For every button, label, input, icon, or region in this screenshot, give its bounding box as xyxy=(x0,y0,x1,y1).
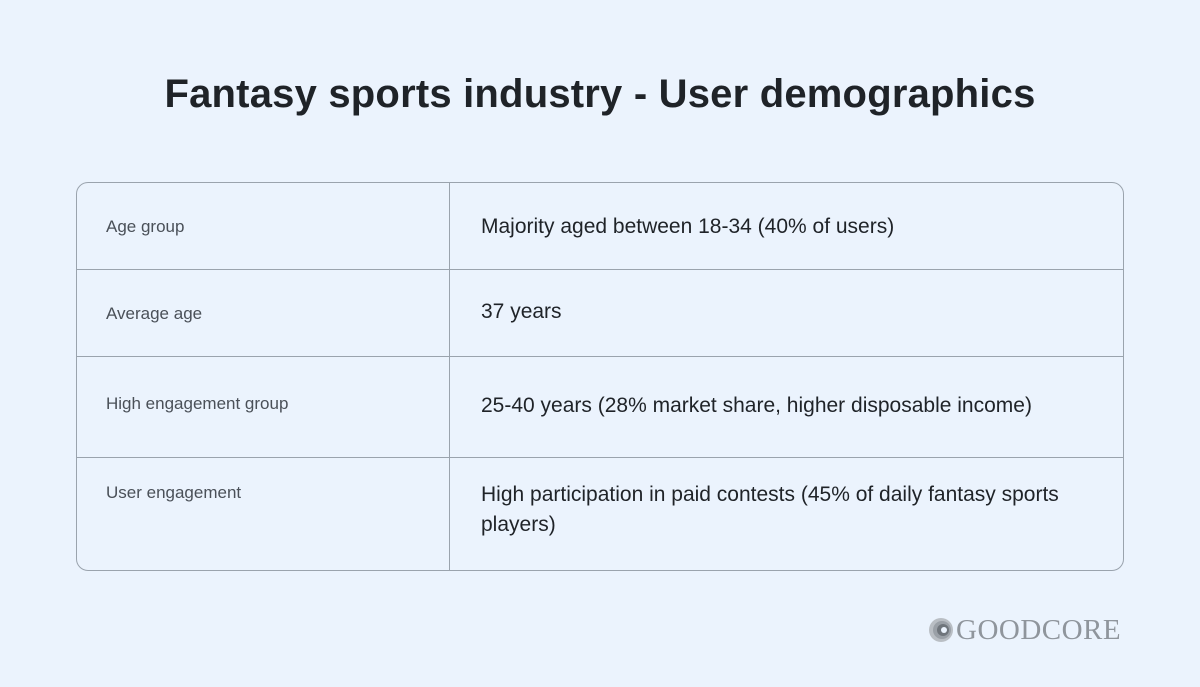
table-row: Age group Majority aged between 18-34 (4… xyxy=(77,183,1123,270)
column-divider xyxy=(449,183,450,570)
goodcore-logo-icon xyxy=(929,618,953,642)
page-title: Fantasy sports industry - User demograph… xyxy=(164,72,1036,116)
row-label: Age group xyxy=(106,217,185,236)
row-value: High participation in paid contests (45%… xyxy=(481,483,1059,536)
demographics-table: Age group Majority aged between 18-34 (4… xyxy=(76,182,1124,571)
row-label: User engagement xyxy=(106,483,242,502)
goodcore-logo: GOODCORE xyxy=(928,615,1121,645)
logo-text: GOODCORE xyxy=(956,614,1122,646)
table-row: User engagement High participation in pa… xyxy=(77,458,1123,570)
row-label: High engagement group xyxy=(106,394,289,413)
table-row: Average age 37 years xyxy=(77,270,1123,357)
table-row: High engagement group 25-40 years (28% m… xyxy=(77,357,1123,458)
row-value: 25-40 years (28% market share, higher di… xyxy=(481,394,1032,417)
row-value: Majority aged between 18-34 (40% of user… xyxy=(481,215,895,238)
row-label: Average age xyxy=(106,304,203,323)
row-value: 37 years xyxy=(481,300,562,323)
